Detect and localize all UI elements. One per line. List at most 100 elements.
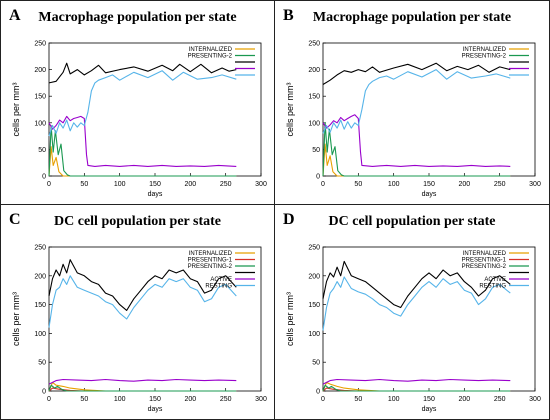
- x-tick-label: 50: [80, 396, 88, 403]
- legend-label: ACTIVE: [210, 277, 232, 283]
- series-line: [322, 114, 511, 167]
- x-tick-label: 250: [220, 396, 232, 403]
- x-tick-label: 300: [529, 181, 541, 188]
- series-line: [322, 122, 511, 177]
- x-tick-label: 150: [149, 396, 161, 403]
- series-line: [322, 276, 511, 331]
- y-tick-label: 200: [34, 67, 46, 74]
- y-tick-label: 200: [308, 273, 320, 280]
- series-line: [322, 381, 511, 392]
- x-axis-label: days: [422, 406, 437, 413]
- x-tick-label: 250: [494, 181, 506, 188]
- y-tick-label: 0: [42, 389, 46, 396]
- y-tick-label: 100: [308, 331, 320, 338]
- x-tick-label: 300: [529, 396, 541, 403]
- x-tick-label: 100: [388, 396, 400, 403]
- panel-title: Macrophage population per state: [38, 10, 237, 25]
- legend-label: PRESENTING-1: [462, 258, 507, 264]
- y-tick-label: 50: [312, 360, 320, 367]
- plot-frame: [48, 42, 262, 177]
- x-tick-label: 200: [458, 181, 470, 188]
- x-axis-label: days: [148, 191, 163, 198]
- chart-b: 0 50 100 150 200 250 300 0 50 100 150 200 250 days cel…: [285, 41, 541, 199]
- legend-label: PRESENTING-2: [188, 264, 233, 270]
- x-axis-label: days: [148, 406, 163, 413]
- chart-a: 0 50 100 150 200 250 300 0 50 100 150 200 250 days cel…: [11, 41, 267, 199]
- y-tick-label: 150: [308, 302, 320, 309]
- legend-label: RESTING: [479, 284, 506, 290]
- series-line: [48, 146, 237, 177]
- y-tick-label: 50: [312, 147, 320, 154]
- y-tick-label: 100: [308, 120, 320, 127]
- chart-d: 0 50 100 150 200 250 300 0 50 100 150 200 250 days cel…: [285, 245, 541, 414]
- panel-title: DC cell population per state: [54, 214, 221, 229]
- y-axis-label: cells per mm³: [285, 82, 295, 136]
- panel-a: A Macrophage population per state 0 50 100…: [0, 0, 275, 205]
- x-tick-label: 200: [184, 396, 196, 403]
- series-line: [48, 384, 237, 392]
- legend-label: ACTIVE: [484, 277, 506, 283]
- legend-label: PRESENTING-1: [188, 258, 233, 264]
- x-tick-label: 200: [184, 181, 196, 188]
- x-tick-label: 50: [354, 181, 362, 188]
- legend-label: INTERNALIZED: [189, 47, 233, 53]
- series-line: [48, 124, 237, 177]
- y-axis-label: cells per mm³: [11, 82, 21, 136]
- x-tick-label: 0: [47, 181, 51, 188]
- x-tick-label: 0: [321, 181, 325, 188]
- x-tick-label: 50: [80, 181, 88, 188]
- x-tick-label: 150: [423, 181, 435, 188]
- x-tick-label: 250: [494, 396, 506, 403]
- legend-label: INTERNALIZED: [189, 251, 233, 257]
- legend-label: PRESENTING-2: [188, 54, 233, 60]
- y-tick-label: 150: [308, 94, 320, 101]
- legend-label: PRESENTING-2: [462, 54, 507, 60]
- x-axis-label: days: [422, 191, 437, 198]
- y-tick-label: 0: [316, 389, 320, 396]
- y-tick-label: 100: [34, 120, 46, 127]
- series-line: [322, 62, 511, 85]
- y-axis-label: cells per mm³: [11, 292, 21, 346]
- series-line: [322, 378, 511, 385]
- panel-title: Macrophage population per state: [312, 10, 512, 25]
- panel-d: D DC cell population per state 0 50 100 150…: [274, 204, 550, 420]
- series-line: [322, 260, 511, 309]
- series-line: [48, 70, 237, 137]
- panel-letter: D: [283, 211, 295, 228]
- x-tick-label: 300: [255, 396, 267, 403]
- series-line: [48, 259, 237, 311]
- series-line: [322, 69, 511, 134]
- y-tick-label: 150: [34, 302, 46, 309]
- panel-title: DC cell population per state: [328, 214, 496, 229]
- y-tick-label: 250: [308, 245, 320, 252]
- x-tick-label: 100: [114, 396, 126, 403]
- legend-label: RESTING: [205, 284, 232, 290]
- y-axis-label: cells per mm³: [285, 292, 295, 346]
- x-tick-label: 100: [114, 181, 126, 188]
- panel-letter: C: [9, 211, 21, 228]
- y-tick-label: 250: [308, 41, 320, 48]
- x-tick-label: 150: [149, 181, 161, 188]
- x-tick-label: 0: [321, 396, 325, 403]
- y-tick-label: 150: [34, 94, 46, 101]
- y-tick-label: 100: [34, 331, 46, 338]
- plot-frame: [322, 42, 536, 177]
- chart-c: 0 50 100 150 200 250 300 0 50 100 150 200 250 days cel…: [11, 245, 267, 414]
- panel-c: C DC cell population per state 0 50 100 150…: [0, 204, 275, 420]
- legend-label: INTERNALIZED: [463, 251, 507, 257]
- y-tick-label: 0: [316, 174, 320, 181]
- x-tick-label: 150: [423, 396, 435, 403]
- y-tick-label: 0: [42, 174, 46, 181]
- series-line: [48, 275, 237, 328]
- y-tick-label: 200: [308, 67, 320, 74]
- x-tick-label: 250: [220, 181, 232, 188]
- panel-letter: B: [283, 7, 294, 24]
- series-line: [48, 378, 237, 385]
- panel-letter: A: [9, 7, 21, 24]
- x-tick-label: 100: [388, 181, 400, 188]
- y-tick-label: 200: [34, 273, 46, 280]
- series-line: [48, 62, 237, 84]
- x-tick-label: 300: [255, 181, 267, 188]
- x-tick-label: 200: [458, 396, 470, 403]
- series-line: [322, 143, 511, 177]
